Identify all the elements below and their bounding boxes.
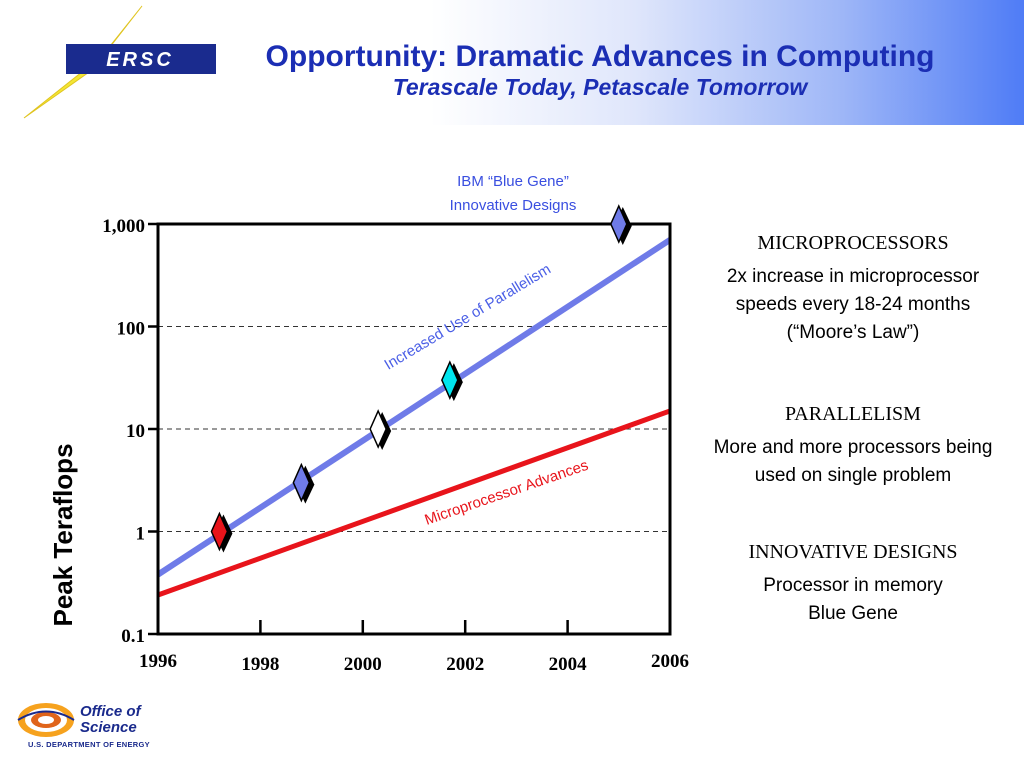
office-of-science-logo xyxy=(17,703,75,737)
diamond-face xyxy=(292,462,311,503)
diamond-face xyxy=(210,511,229,552)
diamond-marker xyxy=(292,462,315,504)
x-tick-label: 2004 xyxy=(549,654,588,675)
microprocessors-heading: MICROPROCESSORS xyxy=(757,232,949,254)
grid-lines xyxy=(158,326,670,532)
microprocessors-text: 2x increase in microprocessor speeds eve… xyxy=(726,266,980,343)
y-tick-label: 10 xyxy=(126,421,145,442)
innovative-designs-text: Processor in memory Blue Gene xyxy=(700,572,1006,628)
y-axis-label: Peak Teraflops xyxy=(48,443,78,626)
annotation-innovative-designs: Innovative Designs xyxy=(450,197,577,214)
diamond-face xyxy=(441,360,459,400)
parallelism-section: PARALLELISM More and more processors bei… xyxy=(700,403,1006,490)
data-points xyxy=(210,204,632,553)
microprocessor-trend-line xyxy=(157,408,671,598)
page-subtitle: Terascale Today, Petascale Tomorrow xyxy=(392,74,808,100)
x-tick-label: 2002 xyxy=(446,654,484,675)
x-tick-label: 2000 xyxy=(344,654,382,675)
x-tick-label: 1996 xyxy=(139,651,177,672)
logo-text: ERSC xyxy=(106,49,174,71)
series-lines xyxy=(156,237,672,598)
x-tick-label: 1998 xyxy=(241,654,279,675)
axis-ticks: 0.1 1 10 100 1,000 1996 1998 2000 2002 2004 2006 xyxy=(102,216,689,675)
diamond-face xyxy=(369,409,387,449)
diamond-marker xyxy=(609,204,632,245)
innovative-line-2: Blue Gene xyxy=(808,603,898,624)
diamond-marker xyxy=(441,360,463,402)
header-banner: ERSC Opportunity: Dramatic Advances in C… xyxy=(0,0,1024,125)
parallelism-heading: PARALLELISM xyxy=(785,403,921,425)
y-tick-label: 1,000 xyxy=(102,216,145,237)
diamond-marker xyxy=(369,409,392,450)
nersc-logo: ERSC xyxy=(23,5,216,119)
doe-line-1: Office of xyxy=(80,703,141,720)
page-title: Opportunity: Dramatic Advances in Comput… xyxy=(265,40,935,73)
y-tick-label: 0.1 xyxy=(121,626,145,647)
y-tick-label: 100 xyxy=(117,319,146,340)
diamond-marker xyxy=(210,511,233,553)
parallelism-trend-line xyxy=(156,237,672,578)
innovative-designs-section: INNOVATIVE DESIGNS Processor in memory Bl… xyxy=(700,541,1006,628)
doe-line-3: U.S. DEPARTMENT OF ENERGY xyxy=(28,740,150,749)
microprocessors-section: MICROPROCESSORS 2x increase in microproc… xyxy=(700,232,1006,347)
y-tick-label: 1 xyxy=(136,524,146,545)
innovative-designs-heading: INNOVATIVE DESIGNS xyxy=(748,541,958,563)
x-tick-label: 2006 xyxy=(651,651,689,672)
diamond-face xyxy=(609,204,628,244)
peak-teraflops-chart: 0.1 1 10 100 1,000 1996 1998 2000 2002 2004 2006 P… xyxy=(48,173,689,675)
annotation-blue-gene: IBM “Blue Gene” xyxy=(457,173,569,190)
innovative-line-1: Processor in memory xyxy=(763,575,943,596)
series-label-parallelism: Increased Use of Parallelism xyxy=(381,261,553,374)
parallelism-text: More and more processors being used on s… xyxy=(713,437,993,486)
doe-line-2: Science xyxy=(80,719,137,736)
